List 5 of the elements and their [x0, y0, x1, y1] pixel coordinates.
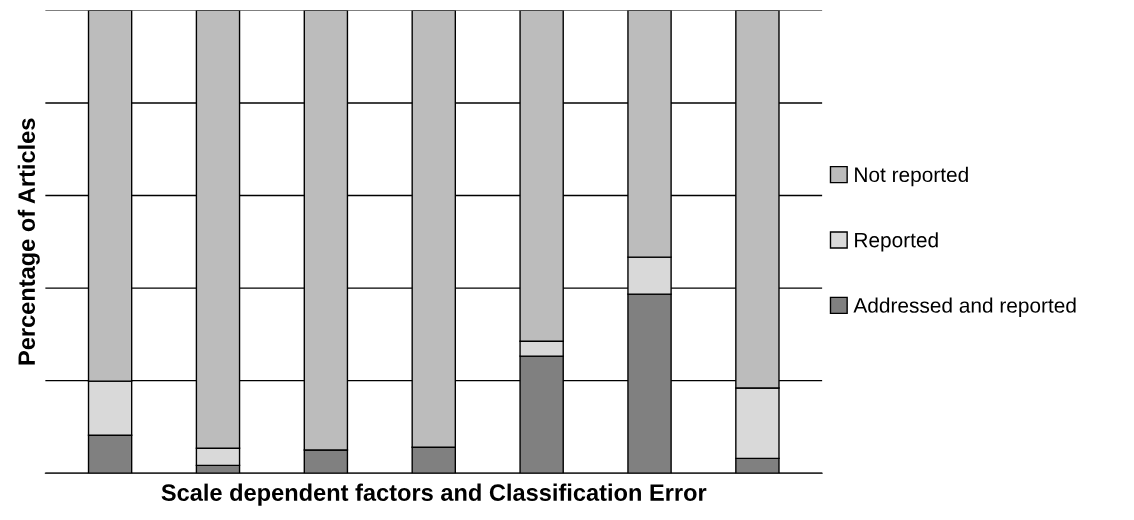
y-axis-title: Percentage of Articles — [17, 118, 40, 365]
legend-label: Reported — [855, 232, 938, 252]
legend-label: Not reported — [855, 166, 968, 187]
x-axis-title: Scale dependent factors and Classification Error — [161, 483, 707, 506]
legend-label: Addressed and reported — [853, 297, 1076, 317]
